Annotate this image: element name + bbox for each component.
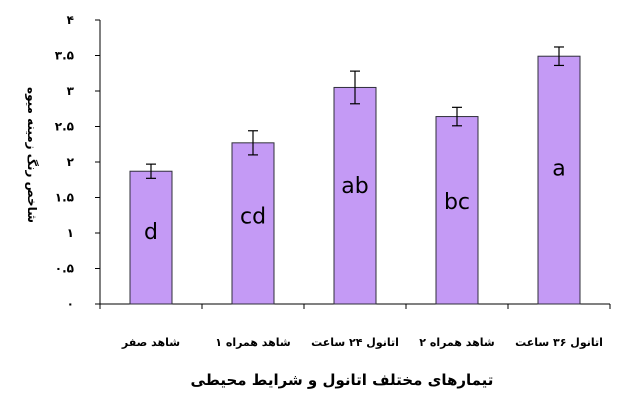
x-axis-title: تیمارهای مختلف اتانول و شرایط محیطی — [191, 371, 494, 389]
bar-letter-label: ab — [341, 174, 368, 199]
x-category-label: اتانول ۲۴ ساعت — [311, 336, 399, 349]
y-tick-label: ۱ — [67, 226, 74, 240]
y-tick-label: ۳.۵ — [55, 49, 74, 63]
y-tick-label: ۰.۵ — [55, 262, 74, 276]
y-tick-label: ۲.۵ — [55, 120, 74, 134]
bar-letter-label: d — [144, 220, 158, 245]
bar — [333, 86, 377, 305]
error-bar — [350, 70, 360, 105]
error-bar — [146, 163, 156, 179]
bar — [231, 142, 275, 305]
error-bar — [248, 130, 258, 156]
x-category-label: شاهد صفر — [121, 336, 180, 349]
x-category-label: شاهد همراه ۲ — [419, 336, 494, 349]
y-tick-label: ۱.۵ — [55, 191, 74, 205]
bar — [435, 116, 479, 305]
error-bar — [452, 106, 462, 127]
error-bars — [146, 46, 564, 179]
y-tick-label: ۳ — [67, 84, 75, 98]
bar-letter-label: bc — [444, 190, 470, 215]
x-category-label: شاهد همراه ۱ — [215, 336, 290, 349]
x-category-label: اتانول ۳۶ ساعت — [515, 336, 603, 349]
error-bar — [554, 46, 564, 67]
bar-letter-label: a — [552, 157, 565, 182]
y-tick-label: ۴ — [67, 13, 74, 27]
x-axis: شاهد صفر شاهد همراه ۱ اتانول ۲۴ ساعت شاهد ه… — [99, 303, 611, 349]
bar — [129, 170, 173, 305]
y-axis-title: شاخص رنگ زمینه میوه — [24, 87, 39, 223]
bar — [537, 55, 581, 305]
y-tick-label: ۰ — [67, 297, 74, 311]
bar-letter-label: cd — [240, 204, 266, 229]
bars — [129, 55, 581, 305]
y-axis: ۰ ۰.۵ ۱ ۱.۵ ۲ ۲.۵ ۳ ۳.۵ ۴ — [55, 13, 101, 311]
y-tick-label: ۲ — [67, 155, 75, 169]
bar-labels: d cd ab bc a — [144, 157, 566, 245]
